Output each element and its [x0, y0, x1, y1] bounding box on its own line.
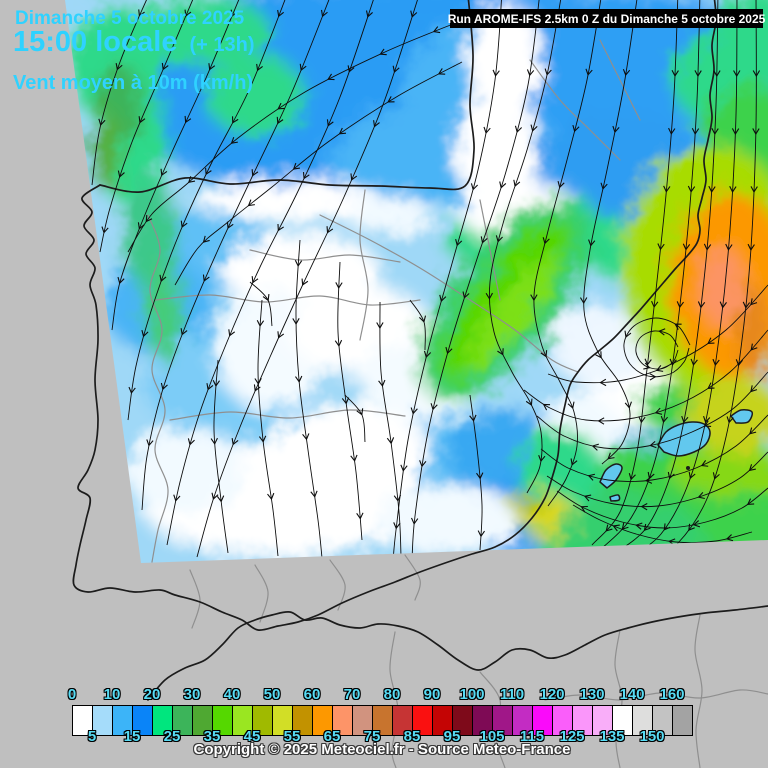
wind-scale-number: 120 — [539, 686, 565, 703]
wind-scale-number: 50 — [263, 686, 281, 703]
wind-scale-number: 40 — [223, 686, 241, 703]
wind-scale-number: 130 — [579, 686, 605, 703]
local-time: 15:00 locale — [13, 26, 178, 58]
wind-scale-number: 115 — [519, 728, 545, 745]
wind-scale-number: 25 — [163, 728, 181, 745]
time-label: 15:00 locale (+ 13h) — [13, 26, 254, 59]
wind-scale-number: 100 — [459, 686, 485, 703]
wind-scale-number: 45 — [243, 728, 261, 745]
wind-scale-number: 160 — [659, 686, 685, 703]
wind-scale-number: 30 — [183, 686, 201, 703]
wind-scale-number: 95 — [443, 728, 461, 745]
model-run-banner: Run AROME-IFS 2.5km 0 Z du Dimanche 5 oc… — [448, 9, 765, 28]
forecast-offset: (+ 13h) — [189, 34, 255, 56]
wind-scale-number: 80 — [383, 686, 401, 703]
wind-scale-number: 65 — [323, 728, 341, 745]
wind-scale-number: 15 — [123, 728, 141, 745]
wind-scale — [72, 705, 693, 736]
wind-scale-number: 135 — [599, 728, 625, 745]
wind-scale-number: 75 — [363, 728, 381, 745]
wind-scale-number: 70 — [343, 686, 361, 703]
variable-label: Vent moyen à 10m (km/h) — [13, 72, 254, 94]
wind-scale-number: 110 — [499, 686, 525, 703]
copyright-label: Copyright © 2025 Meteociel.fr - Source M… — [193, 741, 571, 758]
wind-scale-number: 0 — [67, 686, 77, 703]
wind-scale-number: 105 — [479, 728, 505, 745]
wind-scale-number: 10 — [103, 686, 121, 703]
wind-scale-number: 35 — [203, 728, 221, 745]
wind-scale-number: 150 — [639, 728, 665, 745]
wind-scale-number: 125 — [559, 728, 585, 745]
wind-scale-number: 140 — [619, 686, 645, 703]
date-label: Dimanche 5 octobre 2025 — [15, 8, 245, 29]
wind-scale-cell — [672, 705, 693, 736]
wind-scale-number: 60 — [303, 686, 321, 703]
wind-scale-number: 55 — [283, 728, 301, 745]
wind-scale-number: 90 — [423, 686, 441, 703]
wind-scale-number: 5 — [87, 728, 97, 745]
wind-scale-number: 20 — [143, 686, 161, 703]
wind-scale-number: 85 — [403, 728, 421, 745]
